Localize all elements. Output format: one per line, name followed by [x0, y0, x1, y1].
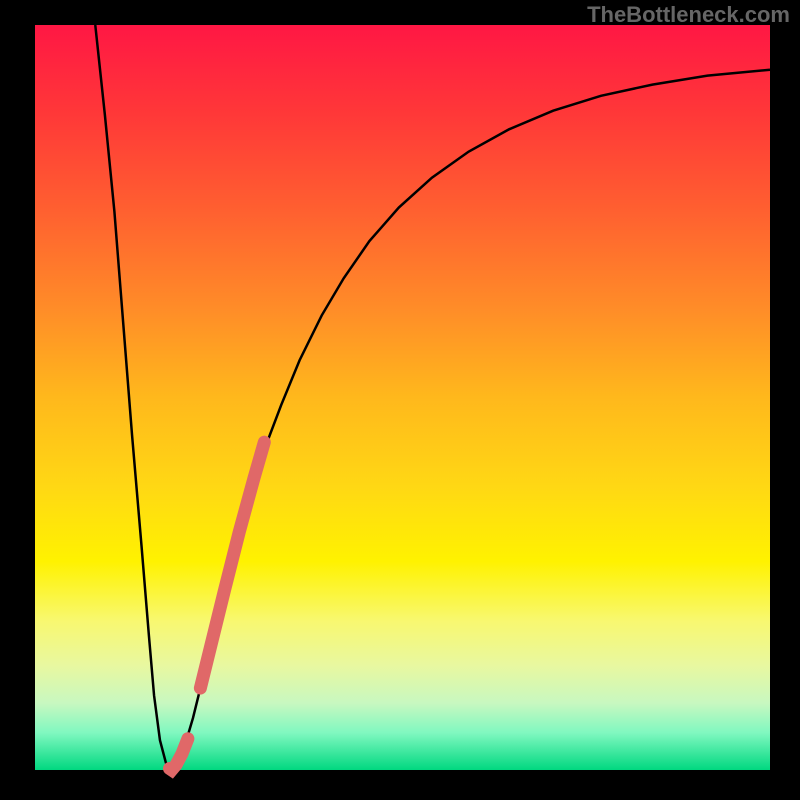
bottleneck-chart: TheBottleneck.com: [0, 0, 800, 800]
plot-background: [35, 25, 770, 770]
watermark-text: TheBottleneck.com: [587, 2, 790, 28]
chart-svg: [0, 0, 800, 800]
